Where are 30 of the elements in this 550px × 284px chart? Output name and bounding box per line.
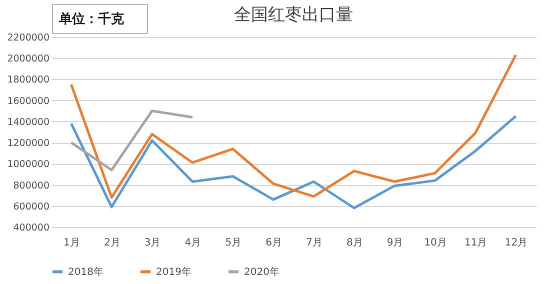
line-series — [70, 110, 194, 172]
legend-label: 2018年 — [68, 266, 104, 278]
y-tick-label: 1200000 — [7, 138, 50, 150]
x-tick-label: 7月 — [306, 238, 322, 248]
y-tick-label: 2000000 — [7, 54, 50, 65]
legend-label: 2019年 — [156, 266, 192, 278]
text: 单位：千克 — [52, 4, 148, 34]
legend-label: 2020年 — [244, 266, 280, 278]
y-tick-label: 2200000 — [7, 32, 50, 44]
y-tick-label: 400000 — [13, 222, 50, 234]
x-tick-label: 11月 — [464, 238, 488, 248]
y-tick-label: 800000 — [13, 180, 50, 192]
line-series — [70, 114, 518, 210]
x-tick-label: 12月 — [504, 238, 528, 248]
x-tick-label: 1月 — [64, 238, 80, 248]
x-tick-label: 6月 — [266, 238, 282, 248]
y-tick-label: 1600000 — [7, 96, 50, 107]
x-tick-label: 2月 — [104, 238, 120, 248]
chart-title: 全国红枣出口量 — [234, 5, 353, 25]
y-tick-label: 1000000 — [7, 159, 50, 170]
x-tick-label: 10月 — [424, 238, 447, 248]
y-tick-label: 1400000 — [7, 116, 50, 128]
x-tick-label: 9月 — [386, 238, 404, 248]
y-tick-label: 1800000 — [7, 74, 50, 86]
x-tick-label: 5月 — [225, 238, 242, 248]
line-series — [70, 54, 518, 199]
y-tick-label: 600000 — [13, 201, 50, 212]
x-tick-label: 4月 — [184, 238, 202, 248]
x-tick-label: 8月 — [346, 238, 363, 248]
x-tick-label: 3月 — [144, 238, 161, 248]
